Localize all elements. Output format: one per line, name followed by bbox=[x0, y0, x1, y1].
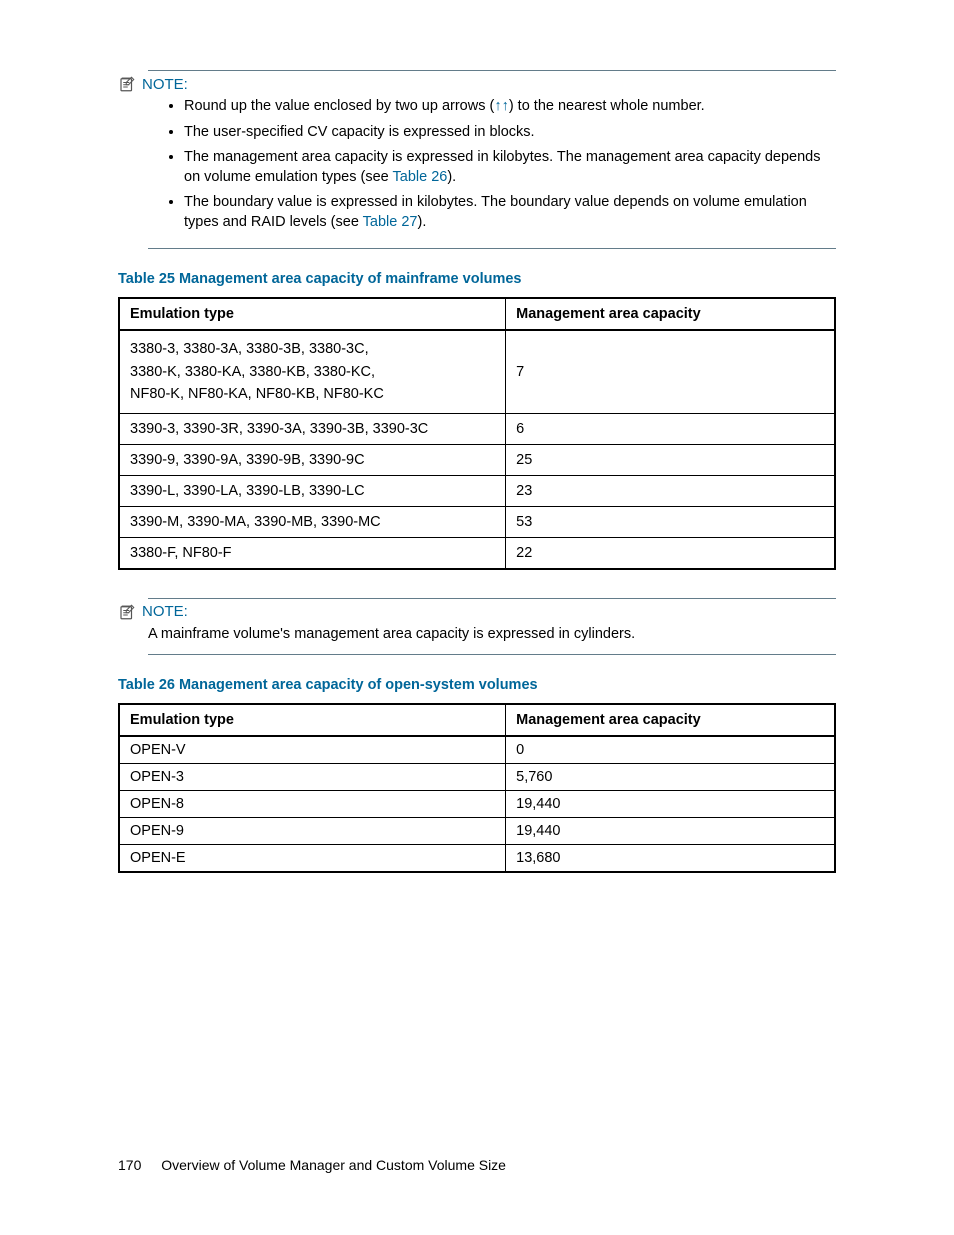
bullet-text-post: ) to the nearest whole number. bbox=[509, 98, 705, 114]
table-cell: 3390-M, 3390-MA, 3390-MB, 3390-MC bbox=[119, 506, 506, 537]
cell-line: 3380-3, 3380-3A, 3380-3B, 3380-3C, bbox=[130, 341, 369, 357]
bullet-text: The user-specified CV capacity is expres… bbox=[184, 124, 535, 140]
bullet-text-post: ). bbox=[417, 214, 426, 230]
table-row: 3390-3, 3390-3R, 3390-3A, 3390-3B, 3390-… bbox=[119, 413, 835, 444]
table-cell: OPEN-3 bbox=[119, 764, 506, 791]
table-26-caption: Table 26 Management area capacity of ope… bbox=[118, 677, 836, 693]
table-row: OPEN-8 19,440 bbox=[119, 791, 835, 818]
note-body-text: A mainframe volume's management area cap… bbox=[148, 625, 836, 645]
table-cell: 53 bbox=[506, 506, 835, 537]
table-cell: 3380-F, NF80-F bbox=[119, 537, 506, 569]
table-header-cell: Management area capacity bbox=[506, 704, 835, 736]
table-25-caption: Table 25 Management area capacity of mai… bbox=[118, 271, 836, 287]
table-cell: 6 bbox=[506, 413, 835, 444]
bullet-text-post: ). bbox=[447, 169, 456, 185]
table-cell: OPEN-E bbox=[119, 845, 506, 873]
note-bullet: The boundary value is expressed in kilob… bbox=[184, 193, 836, 232]
table-row: OPEN-3 5,760 bbox=[119, 764, 835, 791]
note-header: NOTE: bbox=[118, 75, 836, 93]
bullet-text-pre: The boundary value is expressed in kilob… bbox=[184, 194, 807, 230]
table-row: OPEN-9 19,440 bbox=[119, 818, 835, 845]
note-bullets: Round up the value enclosed by two up ar… bbox=[148, 97, 836, 232]
table-cell: OPEN-V bbox=[119, 736, 506, 764]
table-cell: 7 bbox=[506, 330, 835, 413]
table-cell: 3390-9, 3390-9A, 3390-9B, 3390-9C bbox=[119, 444, 506, 475]
table-cell: 3390-L, 3390-LA, 3390-LB, 3390-LC bbox=[119, 475, 506, 506]
footer-title: Overview of Volume Manager and Custom Vo… bbox=[161, 1157, 506, 1173]
table-header-cell: Emulation type bbox=[119, 298, 506, 330]
table-header-cell: Emulation type bbox=[119, 704, 506, 736]
table-cell: 3390-3, 3390-3R, 3390-3A, 3390-3B, 3390-… bbox=[119, 413, 506, 444]
table-row: OPEN-V 0 bbox=[119, 736, 835, 764]
table-26: Emulation type Management area capacity … bbox=[118, 703, 836, 873]
table-25: Emulation type Management area capacity … bbox=[118, 297, 836, 569]
up-arrows-icon: ↑↑ bbox=[494, 98, 509, 114]
bullet-text-pre: The management area capacity is expresse… bbox=[184, 149, 821, 185]
note-label: NOTE: bbox=[142, 76, 188, 93]
cell-line: NF80-K, NF80-KA, NF80-KB, NF80-KC bbox=[130, 386, 384, 402]
note-icon bbox=[118, 75, 136, 93]
bullet-text-pre: Round up the value enclosed by two up ar… bbox=[184, 98, 494, 114]
table-cell: 23 bbox=[506, 475, 835, 506]
note-bullet: The user-specified CV capacity is expres… bbox=[184, 123, 836, 143]
note-icon bbox=[118, 603, 136, 621]
table-cell: OPEN-8 bbox=[119, 791, 506, 818]
note-bullet: Round up the value enclosed by two up ar… bbox=[184, 97, 836, 117]
note-block-2: NOTE: A mainframe volume's management ar… bbox=[148, 598, 836, 656]
table-cell: 22 bbox=[506, 537, 835, 569]
table-cell: 0 bbox=[506, 736, 835, 764]
table-header-cell: Management area capacity bbox=[506, 298, 835, 330]
table-cell: 25 bbox=[506, 444, 835, 475]
table-cell: OPEN-9 bbox=[119, 818, 506, 845]
table-26-link[interactable]: Table 26 bbox=[393, 169, 448, 185]
table-row: 3390-M, 3390-MA, 3390-MB, 3390-MC 53 bbox=[119, 506, 835, 537]
page-body: NOTE: Round up the value enclosed by two… bbox=[0, 0, 954, 873]
table-cell: 3380-3, 3380-3A, 3380-3B, 3380-3C, 3380-… bbox=[119, 330, 506, 413]
table-header-row: Emulation type Management area capacity bbox=[119, 298, 835, 330]
note-block-1: NOTE: Round up the value enclosed by two… bbox=[148, 70, 836, 249]
table-row: 3390-9, 3390-9A, 3390-9B, 3390-9C 25 bbox=[119, 444, 835, 475]
table-header-row: Emulation type Management area capacity bbox=[119, 704, 835, 736]
cell-line: 3380-K, 3380-KA, 3380-KB, 3380-KC, bbox=[130, 364, 375, 380]
table-row: OPEN-E 13,680 bbox=[119, 845, 835, 873]
note-bullet: The management area capacity is expresse… bbox=[184, 148, 836, 187]
table-27-link[interactable]: Table 27 bbox=[363, 214, 418, 230]
table-cell: 19,440 bbox=[506, 791, 835, 818]
table-row: 3390-L, 3390-LA, 3390-LB, 3390-LC 23 bbox=[119, 475, 835, 506]
table-cell: 5,760 bbox=[506, 764, 835, 791]
page-footer: 170 Overview of Volume Manager and Custo… bbox=[118, 1157, 506, 1173]
note-label: NOTE: bbox=[142, 603, 188, 620]
table-row: 3380-3, 3380-3A, 3380-3B, 3380-3C, 3380-… bbox=[119, 330, 835, 413]
table-cell: 19,440 bbox=[506, 818, 835, 845]
note-header: NOTE: bbox=[118, 603, 836, 621]
table-cell: 13,680 bbox=[506, 845, 835, 873]
page-number: 170 bbox=[118, 1157, 141, 1173]
table-row: 3380-F, NF80-F 22 bbox=[119, 537, 835, 569]
